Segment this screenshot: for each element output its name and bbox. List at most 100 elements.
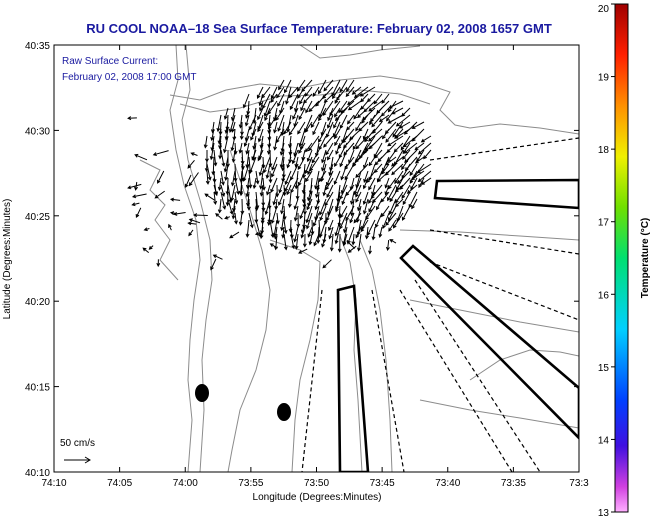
- current-vector: [345, 205, 355, 222]
- current-vector: [321, 233, 327, 248]
- current-vector: [192, 213, 208, 218]
- current-vector: [217, 177, 222, 191]
- current-vector: [326, 114, 334, 129]
- current-vector: [257, 121, 264, 133]
- x-tick-label: 73:35: [501, 478, 526, 489]
- current-vector: [327, 149, 334, 161]
- current-vector: [305, 170, 313, 183]
- current-vector: [279, 142, 285, 156]
- current-vector: [299, 93, 306, 105]
- current-vector: [240, 198, 245, 215]
- current-vector: [346, 240, 356, 249]
- current-vector: [270, 177, 278, 193]
- current-vector: [368, 177, 376, 191]
- y-tick-label: 40:35: [25, 41, 50, 52]
- current-vector: [325, 121, 334, 138]
- current-vector: [325, 170, 334, 187]
- current-vector: [369, 114, 376, 126]
- current-vector: [333, 170, 341, 185]
- current-vector: [290, 163, 299, 181]
- current-vector: [360, 219, 369, 233]
- current-vector: [355, 191, 362, 203]
- current-vector: [257, 149, 264, 162]
- current-vector: [220, 149, 226, 168]
- current-vector: [308, 233, 313, 246]
- radial-line: [371, 289, 405, 472]
- current-vector: [270, 163, 278, 178]
- current-vector: [414, 156, 425, 164]
- annotation-line-1: Raw Surface Current:: [62, 56, 158, 67]
- current-vector: [371, 226, 376, 241]
- current-vector: [385, 128, 397, 143]
- current-vector: [387, 135, 404, 147]
- current-vector: [411, 198, 418, 210]
- colorbar-gradient: [614, 3, 629, 513]
- current-vector: [368, 100, 383, 112]
- current-vector: [244, 114, 250, 127]
- current-vector: [258, 163, 264, 177]
- current-vector: [321, 156, 327, 172]
- beam-east: [433, 178, 579, 210]
- colorbar-tick-label: 15: [598, 363, 610, 374]
- current-vector: [220, 191, 227, 210]
- current-vector: [169, 211, 177, 215]
- current-vector: [318, 107, 327, 122]
- current-vector: [283, 121, 292, 135]
- current-vector: [298, 142, 306, 154]
- current-vector: [331, 79, 341, 97]
- current-vector: [238, 212, 243, 226]
- current-vector: [234, 191, 239, 205]
- current-vector: [210, 128, 215, 142]
- current-vector: [288, 86, 299, 99]
- current-vector: [298, 128, 306, 148]
- current-vector: [402, 135, 418, 148]
- current-vector: [371, 114, 383, 128]
- current-vector: [299, 205, 306, 220]
- current-vector: [273, 135, 278, 151]
- current-vector: [347, 245, 357, 253]
- current-vector: [334, 219, 341, 237]
- current-vector: [190, 152, 198, 156]
- y-axis-label: Latitude (Degrees:Minutes): [2, 199, 13, 320]
- current-vector: [248, 212, 254, 229]
- current-vector: [310, 114, 320, 128]
- current-vector: [292, 107, 299, 120]
- current-vector: [215, 213, 223, 220]
- current-vector: [319, 198, 327, 216]
- current-vector: [353, 212, 362, 224]
- current-vector: [291, 149, 299, 165]
- current-vector: [307, 163, 313, 176]
- contour-channel-2: [359, 239, 393, 472]
- current-vector: [387, 184, 397, 202]
- x-tick-label: 73:50: [304, 478, 329, 489]
- current-vector: [206, 163, 212, 181]
- x-tick-label: 73:55: [238, 478, 263, 489]
- current-vector: [293, 205, 299, 222]
- x-axis: 74:10 74:05 74:00 73:55 73:50 73:45 73:40 73:35…: [41, 45, 589, 489]
- current-vector: [297, 86, 306, 99]
- current-vector: [257, 107, 264, 121]
- y-axis: 40:35 40:30 40:25 40:20 40:15 40:10: [25, 41, 579, 479]
- x-tick-label: 74:00: [173, 478, 198, 489]
- current-vector: [279, 149, 285, 169]
- current-vector: [127, 183, 142, 190]
- current-vector: [355, 135, 369, 150]
- contour-mid-1: [227, 149, 271, 472]
- current-vector: [362, 177, 369, 190]
- current-vector: [327, 107, 334, 122]
- current-vector: [384, 156, 397, 166]
- current-vector: [265, 163, 271, 180]
- current-vector: [276, 86, 285, 99]
- current-vector: [368, 128, 383, 142]
- current-vector: [277, 114, 285, 132]
- current-vector: [266, 184, 271, 196]
- current-vector: [411, 121, 425, 129]
- plot-background: [54, 45, 579, 472]
- current-vector: [246, 198, 251, 211]
- current-vector: [334, 135, 341, 147]
- current-vector: [278, 177, 285, 194]
- current-vector: [312, 86, 320, 97]
- current-vector: [255, 170, 260, 185]
- current-vector: [315, 184, 320, 199]
- current-vector: [355, 226, 362, 239]
